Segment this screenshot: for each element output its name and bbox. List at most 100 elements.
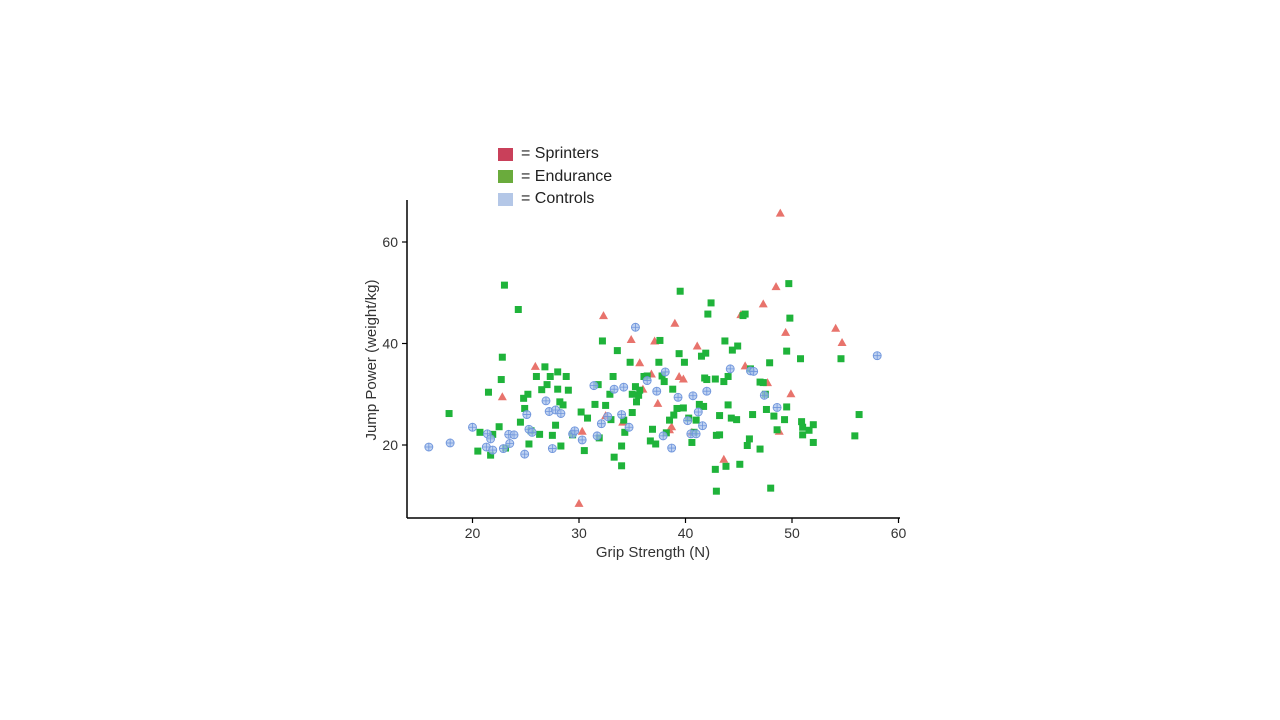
endurance-point [445, 410, 453, 418]
endurance-point [532, 372, 540, 380]
legend: = Sprinters = Endurance = Controls [498, 143, 612, 211]
endurance-point [797, 355, 805, 363]
sprinter-point [670, 318, 680, 327]
endurance-point [516, 418, 524, 426]
endurance-point [669, 385, 677, 393]
sprinter-point [758, 299, 768, 308]
endurance-point [538, 386, 546, 394]
endurance-point [546, 372, 554, 380]
y-tick-label: 40 [382, 336, 398, 352]
series-endurance [445, 280, 863, 495]
control-point [520, 449, 530, 459]
endurance-point [577, 408, 585, 416]
legend-label-sprinters: = Sprinters [521, 145, 599, 163]
legend-item-controls: = Controls [498, 188, 612, 211]
endurance-point [559, 401, 567, 409]
endurance-point [554, 368, 562, 376]
sprinter-point [837, 337, 847, 346]
endurance-point [783, 347, 791, 355]
endurance-point [520, 394, 528, 402]
endurance-point [711, 465, 719, 473]
endurance-point [855, 411, 863, 419]
endurance-point [809, 438, 817, 446]
sprinter-point [497, 392, 507, 401]
x-tick-label: 20 [465, 525, 481, 541]
x-ticks: 20 30 40 50 60 [465, 518, 906, 541]
legend-swatch-endurance [498, 170, 513, 184]
endurance-point [562, 372, 570, 380]
x-tick-label: 40 [678, 525, 694, 541]
endurance-point [613, 347, 621, 355]
y-tick-label: 20 [382, 437, 398, 453]
control-point [486, 434, 496, 444]
endurance-point [734, 342, 742, 350]
control-point [445, 438, 455, 448]
control-point [658, 431, 668, 441]
control-point [619, 382, 629, 392]
endurance-point [762, 405, 770, 413]
control-point [617, 410, 627, 419]
y-axis-label: Jump Power (weight/kg) [363, 280, 380, 441]
sprinter-point [577, 426, 587, 435]
endurance-point [743, 442, 751, 450]
control-point [642, 376, 652, 385]
endurance-point [621, 428, 629, 436]
endurance-point [700, 402, 708, 410]
sprinter-point [775, 208, 785, 217]
endurance-point [591, 400, 599, 408]
endurance-point [609, 372, 617, 380]
endurance-point [702, 349, 710, 357]
endurance-point [606, 390, 614, 398]
sprinter-point [598, 311, 608, 320]
endurance-point [781, 416, 789, 424]
endurance-point [631, 383, 639, 391]
endurance-point [484, 388, 492, 396]
endurance-point [695, 400, 703, 408]
endurance-point [711, 375, 719, 383]
endurance-point [610, 453, 618, 461]
endurance-point [626, 358, 634, 366]
endurance-point [786, 314, 794, 322]
endurance-point [543, 381, 551, 389]
series-sprinters [497, 208, 847, 507]
endurance-point [633, 398, 641, 406]
control-point [556, 409, 566, 418]
x-axis-label: Grip Strength (N) [596, 544, 710, 561]
control-point [481, 442, 491, 452]
control-point [691, 429, 701, 439]
endurance-point [500, 281, 508, 289]
control-point [527, 427, 537, 437]
endurance-point [745, 435, 753, 443]
control-point [759, 390, 769, 400]
endurance-point [680, 358, 688, 366]
endurance-point [736, 460, 744, 468]
endurance-point [628, 409, 636, 417]
control-point [547, 444, 557, 454]
legend-item-endurance: = Endurance [498, 166, 612, 189]
endurance-point [525, 440, 533, 448]
endurance-point [724, 372, 732, 380]
endurance-point [557, 442, 565, 450]
endurance-point [564, 386, 572, 394]
series-controls [424, 322, 882, 459]
control-point [772, 402, 782, 412]
endurance-point [798, 418, 806, 426]
control-point [592, 431, 602, 441]
endurance-point [728, 346, 736, 354]
control-point [570, 426, 580, 436]
control-point [505, 439, 515, 448]
control-point [693, 407, 703, 417]
endurance-point [643, 372, 651, 380]
endurance-point [692, 416, 700, 424]
endurance-point [716, 431, 724, 439]
endurance-point [712, 487, 720, 495]
endurance-point [628, 390, 636, 398]
legend-label-endurance: = Endurance [521, 167, 613, 185]
x-tick-label: 30 [571, 525, 587, 541]
control-point [603, 412, 613, 422]
control-point [630, 322, 640, 332]
sprinter-point [674, 371, 684, 380]
sprinter-point [626, 334, 636, 343]
control-point [468, 422, 477, 432]
